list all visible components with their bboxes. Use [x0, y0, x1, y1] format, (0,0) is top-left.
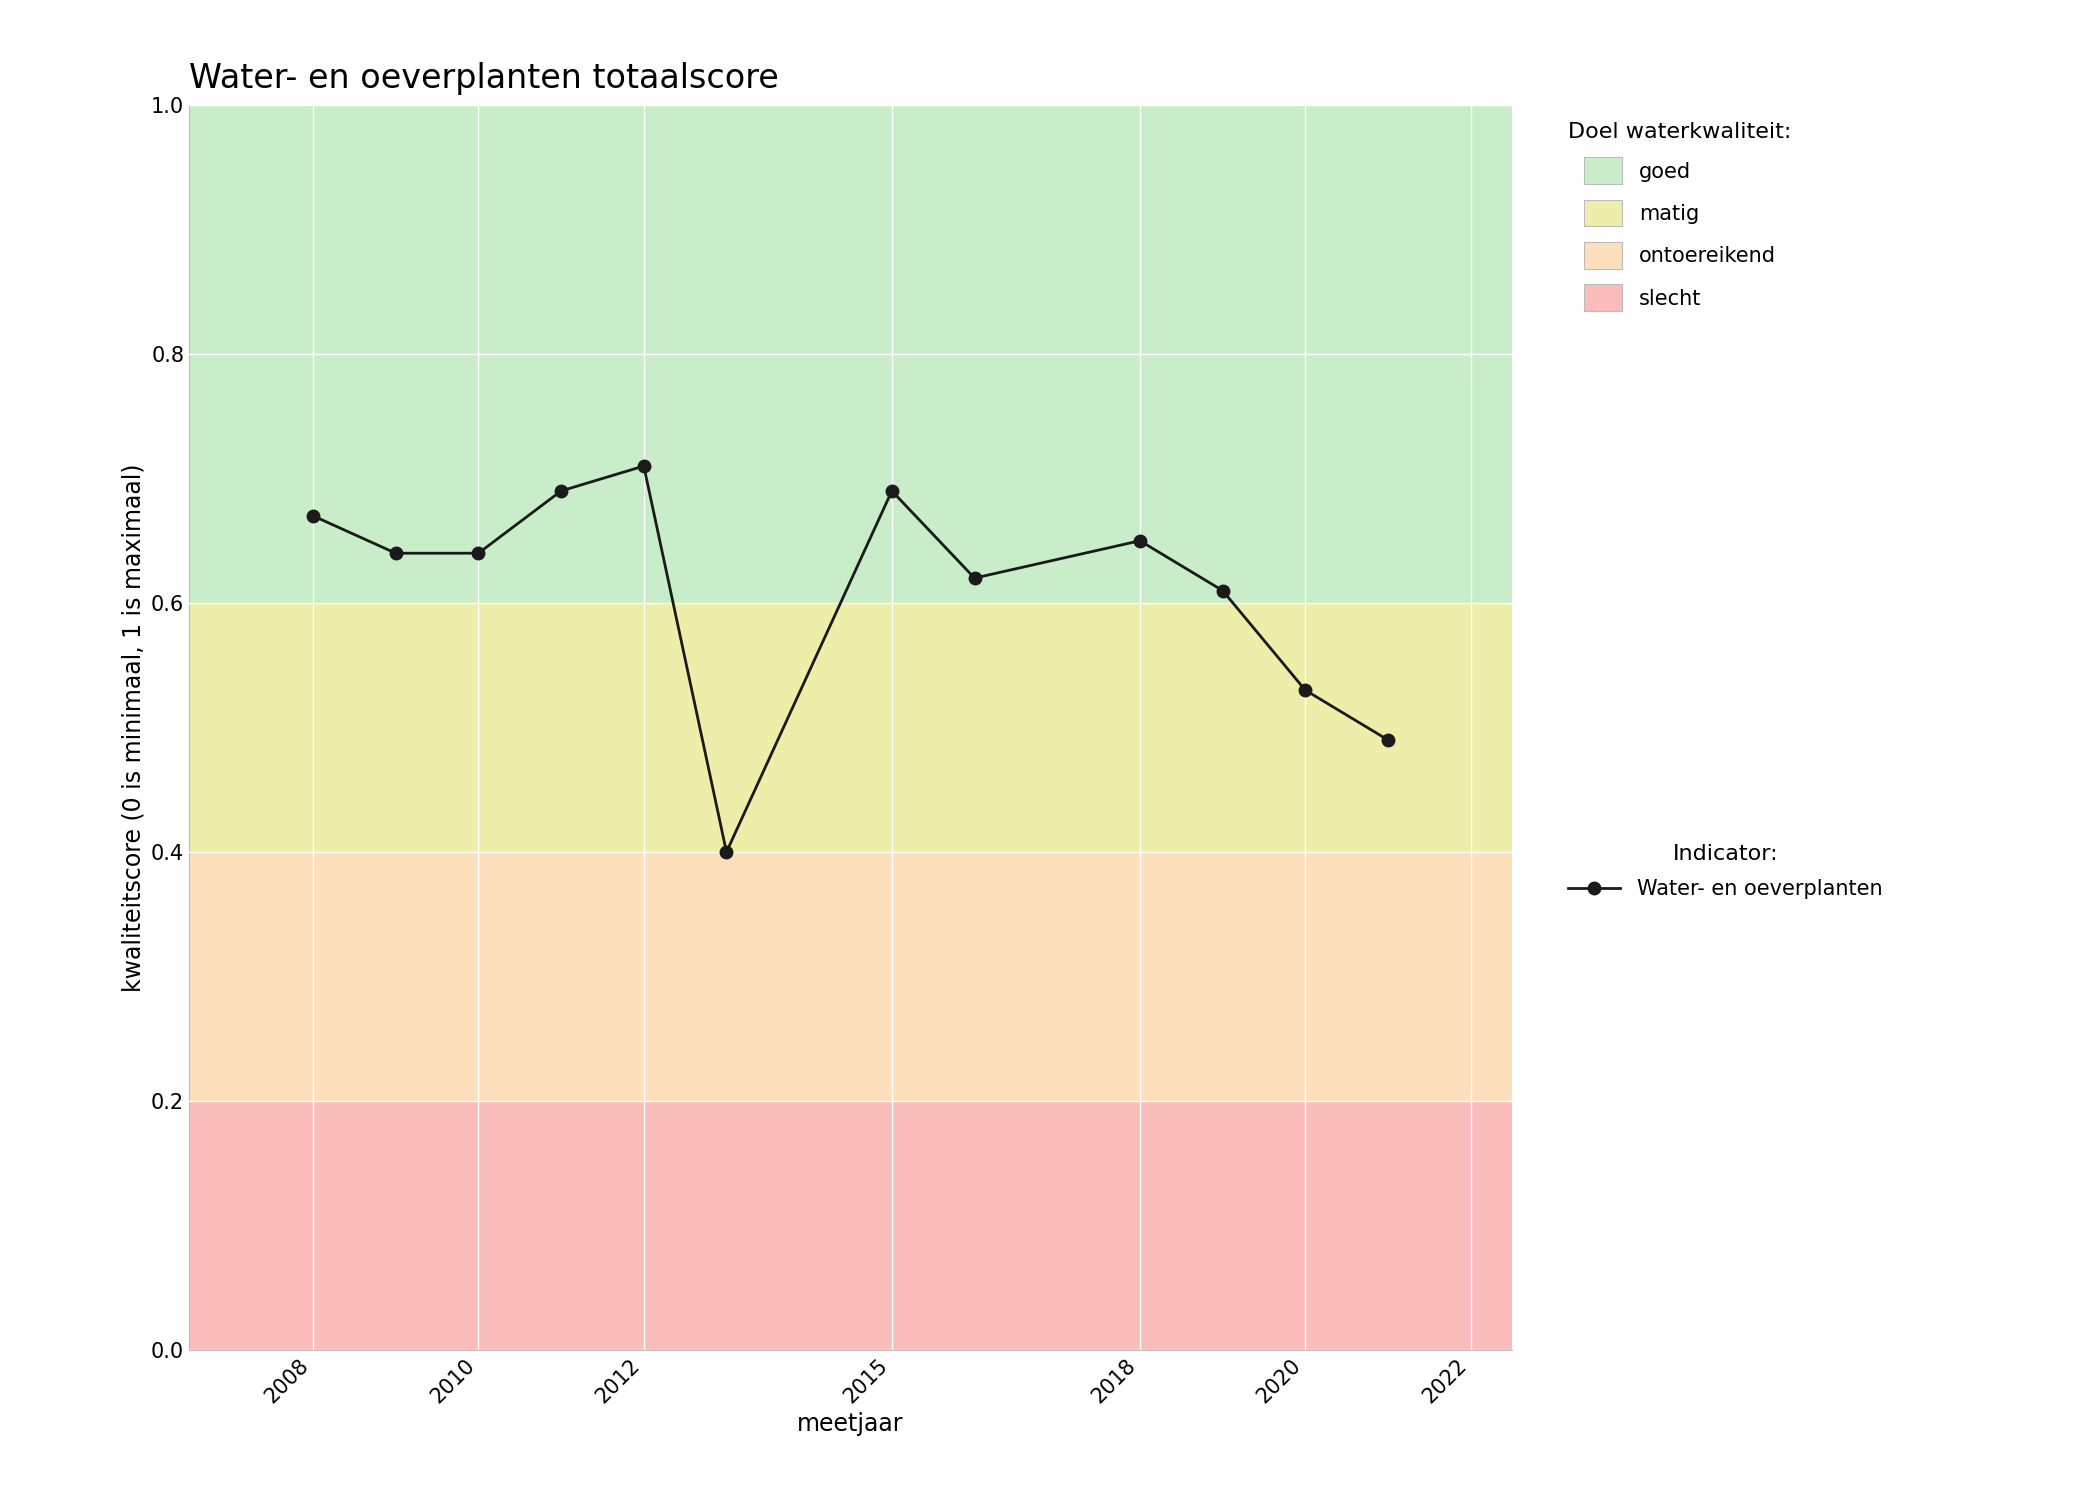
Bar: [189, 852, 1512, 1101]
Bar: [189, 1101, 1512, 1350]
Y-axis label: kwaliteitscore (0 is minimaal, 1 is maximaal): kwaliteitscore (0 is minimaal, 1 is maxi…: [122, 464, 145, 992]
Text: Water- en oeverplanten totaalscore: Water- en oeverplanten totaalscore: [189, 63, 779, 96]
Bar: [189, 105, 1512, 603]
Legend: Water- en oeverplanten: Water- en oeverplanten: [1562, 837, 1890, 906]
Bar: [189, 603, 1512, 852]
X-axis label: meetjaar: meetjaar: [798, 1412, 903, 1436]
